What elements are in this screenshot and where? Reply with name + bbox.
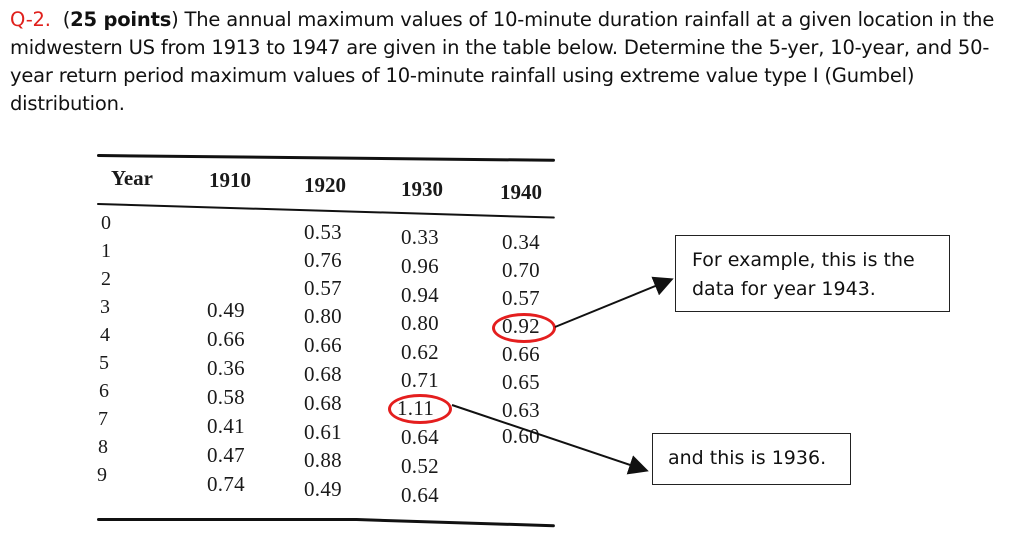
cell-1945: 0.65 [502,370,540,394]
highlight-circle-1943 [492,313,556,343]
highlight-circle-1936 [388,394,452,424]
cell-1944: 0.66 [502,342,540,366]
cell-1930: 0.33 [401,225,439,249]
table-bottom-rule [97,518,357,521]
rainfall-table: Year 1910 1920 1930 1940 0 1 2 3 4 5 6 7… [95,150,565,535]
cell-1916: 0.58 [207,385,245,409]
header-1910: 1910 [209,168,251,192]
cell-1946: 0.63 [502,398,540,422]
cell-1932: 0.94 [401,283,439,307]
row-label: 7 [98,408,108,430]
cell-1934: 0.62 [401,340,439,364]
question-body: The annual maximum values of 10-minute d… [10,8,995,115]
callout-1943-line1: For example, this is the [692,249,915,271]
cell-1928: 0.88 [304,448,342,472]
header-1920: 1920 [304,173,346,197]
cell-1921: 0.76 [304,248,342,272]
row-label: 5 [99,352,109,374]
question-number: Q-2. [10,8,51,31]
row-label: 6 [99,380,109,402]
row-label: 9 [97,464,107,486]
arrow-to-1936-callout [451,404,649,475]
cell-1925: 0.68 [304,362,342,386]
cell-1918: 0.47 [207,443,245,467]
cell-1924: 0.66 [304,333,342,357]
cell-1923: 0.80 [304,304,342,328]
cell-1931: 0.96 [401,254,439,278]
cell-1917: 0.41 [207,414,245,438]
row-label: 8 [98,436,108,458]
cell-1920: 0.53 [304,220,342,244]
cell-1922: 0.57 [304,276,342,300]
cell-1919: 0.74 [207,472,245,496]
header-year: Year [111,166,153,190]
cell-1926: 0.68 [304,391,342,415]
cell-1915: 0.36 [207,356,245,380]
cell-1914: 0.66 [207,327,245,351]
cell-1929: 0.49 [304,477,342,501]
cell-1935: 0.71 [401,368,439,392]
callout-1943-line2: data for year 1943. [692,278,876,300]
row-label: 2 [101,268,111,290]
cell-1942: 0.57 [502,286,540,310]
header-1930: 1930 [401,177,443,201]
cell-1937: 0.64 [401,425,439,449]
cell-1940: 0.34 [502,230,540,254]
header-1940: 1940 [500,180,542,204]
question-points: (25 points) [62,8,179,31]
row-label: 1 [101,240,111,262]
callout-1936: and this is 1936. [652,433,851,485]
cell-1938: 0.52 [401,454,439,478]
cell-1941: 0.70 [502,258,540,282]
cell-1939: 0.64 [401,483,439,507]
row-label: 3 [100,296,110,318]
cell-1927: 0.61 [304,420,342,444]
cell-1933: 0.80 [401,311,439,335]
row-label: 4 [100,324,110,346]
callout-1943: For example, this is the data for year 1… [675,235,950,312]
cell-1913: 0.49 [207,298,245,322]
question-text: Q-2. (25 points) The annual maximum valu… [10,6,1010,118]
row-label: 0 [101,212,111,234]
callout-1936-text: and this is 1936. [668,447,827,469]
arrow-to-1943-callout [554,276,674,328]
